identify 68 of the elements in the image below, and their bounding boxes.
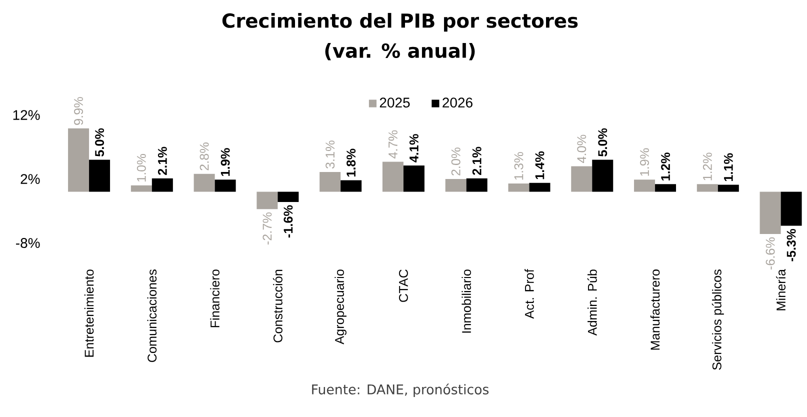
data-label: 1.9% [640,148,650,176]
bar [256,192,278,210]
data-label: 1.3% [514,152,524,180]
x-tick-label: Agropecuario [334,270,346,344]
data-label: -5.3% [786,228,796,262]
bar [655,184,676,192]
bar [194,174,215,192]
x-tick-label: Admin. Púb [587,270,597,336]
data-label: 1.8% [346,148,356,177]
x-tick-label: Comunicaciones [147,270,157,362]
bar [278,192,299,202]
bar [529,182,550,192]
bar [89,160,110,192]
source-note: Fuente: DANE, pronósticos [312,384,489,398]
bar [718,184,739,192]
data-label: 5.0% [95,128,104,156]
data-label: 1.2% [702,152,712,180]
y-tick-label: 12% [13,110,40,120]
data-label: 1.9% [220,148,230,176]
bar [403,166,424,192]
data-label: -2.7% [262,212,272,245]
bar [571,166,592,192]
data-label: 1.0% [136,154,146,182]
x-tick-label: Inmobiliario [462,270,472,333]
bar [592,160,614,192]
bar [780,192,802,226]
data-label: 1.2% [661,152,670,180]
legend-label: 2026 [442,98,472,108]
x-tick-label: Construcción [272,270,282,342]
data-label: -1.6% [284,205,293,238]
bar [508,183,530,192]
data-label: 4.7% [388,130,398,158]
x-tick-label: Manufacturero [650,270,660,350]
bar [68,128,90,192]
data-label: 2.1% [158,146,167,175]
data-label: 2.1% [472,146,482,175]
data-label: 2.0% [451,148,460,176]
bar [320,172,341,192]
bar [340,180,362,192]
y-tick-label: -8% [16,238,40,248]
x-tick-label: Minería [776,269,786,310]
x-tick-label: Financiero [210,270,220,328]
legend-label: 2025 [380,98,410,108]
data-label: 1.1% [724,153,733,182]
chart-subtitle: (var. % anual) [325,43,475,60]
data-label: 5.0% [598,128,608,156]
bar [634,180,656,192]
chart-title: Crecimiento del PIB por sectores [222,12,578,32]
data-label: -6.6% [766,237,775,270]
x-tick-label: Act. Prof [524,269,534,319]
data-label: 4.1% [410,134,418,162]
x-tick-label: Entretenimiento [84,270,94,357]
bar [130,185,152,192]
bar [696,184,718,192]
bar [214,180,236,192]
bar [760,192,781,234]
x-tick-label: CTAC [398,270,408,302]
bar [152,178,173,192]
data-label: 1.4% [535,151,544,180]
data-label: 9.9% [74,97,84,125]
data-label: 4.0% [577,134,586,163]
bar [382,162,404,192]
y-tick-label: 2% [20,174,40,184]
bar [466,178,488,192]
x-tick-label: Servicios públicos [712,270,724,370]
data-label: 2.8% [200,142,209,170]
data-label: 3.1% [326,140,335,169]
bar [445,178,466,192]
